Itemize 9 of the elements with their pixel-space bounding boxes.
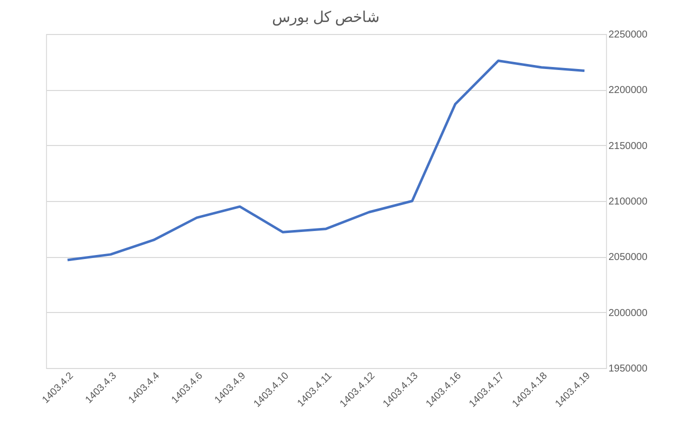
chart-title: شاخص کل بورس xyxy=(272,9,380,26)
y-tick-label: 2150000 xyxy=(608,140,648,152)
y-tick-label: 2200000 xyxy=(608,85,648,96)
y-tick-label: 2050000 xyxy=(608,252,648,264)
y-tick-label: 2100000 xyxy=(608,196,648,208)
line-series xyxy=(66,59,586,262)
y-tick-label: 2250000 xyxy=(608,30,648,40)
y-tick-label: 1950000 xyxy=(608,364,648,374)
y-tick-label: 2000000 xyxy=(608,308,648,319)
